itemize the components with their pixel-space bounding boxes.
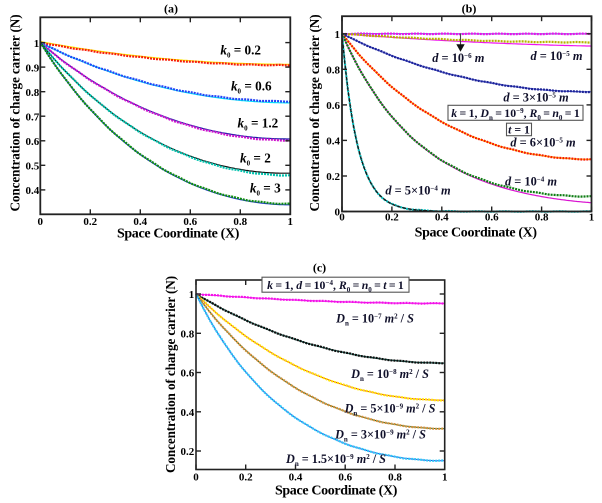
svg-text:0.2: 0.2 — [239, 472, 253, 484]
svg-text:(c): (c) — [313, 261, 326, 275]
svg-text:Dn = 10−7 m2 / S: Dn = 10−7 m2 / S — [335, 312, 414, 328]
svg-text:0.8: 0.8 — [388, 472, 402, 484]
svg-text:(b): (b) — [462, 2, 477, 16]
svg-text:1: 1 — [34, 38, 40, 50]
svg-text:1: 1 — [189, 289, 195, 301]
svg-text:0.4: 0.4 — [435, 212, 449, 224]
svg-text:0.5: 0.5 — [26, 161, 40, 173]
svg-text:0.6: 0.6 — [183, 216, 197, 228]
svg-text:0: 0 — [38, 216, 44, 228]
svg-text:0.6: 0.6 — [485, 212, 499, 224]
svg-text:Concentration of charge carrie: Concentration of charge carrier (N) — [307, 15, 322, 212]
svg-text:0.4: 0.4 — [26, 185, 40, 197]
svg-text:d = 5×10−4 m: d = 5×10−4 m — [385, 184, 451, 198]
svg-text:d = 10−4 m: d = 10−4 m — [505, 175, 557, 189]
svg-text:Space Coordinate (X): Space Coordinate (X) — [117, 226, 240, 241]
svg-text:k0 = 1.2: k0 = 1.2 — [238, 116, 279, 133]
svg-text:Concentration of charge carrie: Concentration of charge carrier (N) — [7, 15, 22, 212]
svg-text:Dn = 3×10−9 m2 / S: Dn = 3×10−9 m2 / S — [334, 428, 426, 444]
svg-text:1: 1 — [288, 216, 294, 228]
svg-text:0.7: 0.7 — [26, 112, 40, 124]
svg-text:d = 10−6 m: d = 10−6 m — [432, 51, 484, 65]
svg-text:k0 = 0.6: k0 = 0.6 — [231, 79, 272, 96]
svg-text:0: 0 — [339, 212, 345, 224]
svg-text:1: 1 — [589, 212, 595, 224]
svg-text:Space Coordinate (X): Space Coordinate (X) — [415, 225, 538, 240]
svg-text:d = 6×10−5 m: d = 6×10−5 m — [510, 136, 576, 150]
svg-text:0.8: 0.8 — [233, 216, 247, 228]
svg-text:Space Coordinate (X): Space Coordinate (X) — [275, 483, 398, 498]
svg-text:0.4: 0.4 — [289, 472, 303, 484]
svg-text:k = 1, Dn = 10−9, R0 = n0 = 1: k = 1, Dn = 10−9, R0 = n0 = 1 — [451, 106, 580, 122]
svg-text:0.9: 0.9 — [26, 62, 40, 74]
svg-text:0.8: 0.8 — [326, 65, 340, 77]
svg-text:0.2: 0.2 — [326, 171, 340, 183]
svg-text:k0 = 3: k0 = 3 — [250, 180, 281, 197]
svg-text:Dn = 5×10−9 m2 / S: Dn = 5×10−9 m2 / S — [344, 402, 436, 418]
svg-text:0: 0 — [193, 472, 199, 484]
svg-text:0.8: 0.8 — [26, 87, 40, 99]
svg-text:k = 1, d = 10−4, R0 = n0 = t =: k = 1, d = 10−4, R0 = n0 = t = 1 — [267, 278, 404, 294]
svg-text:0.8: 0.8 — [535, 212, 549, 224]
svg-text:Concentration of charge carrie: Concentration of charge carrier (N) — [163, 276, 178, 473]
svg-text:k0 = 2: k0 = 2 — [240, 150, 271, 167]
svg-text:0.2: 0.2 — [181, 446, 195, 458]
svg-text:d = 3×10−5 m: d = 3×10−5 m — [503, 91, 569, 105]
svg-text:k0 = 0.2: k0 = 0.2 — [220, 43, 261, 60]
svg-text:(a): (a) — [164, 1, 178, 15]
svg-text:0.6: 0.6 — [338, 472, 352, 484]
svg-text:0.8: 0.8 — [181, 329, 195, 341]
svg-text:0.2: 0.2 — [385, 212, 399, 224]
svg-text:Dn = 1.5×10−9 m2 / S: Dn = 1.5×10−9 m2 / S — [285, 452, 386, 468]
svg-text:0.6: 0.6 — [181, 368, 195, 380]
svg-text:0.4: 0.4 — [326, 136, 340, 148]
svg-text:0.6: 0.6 — [26, 136, 40, 148]
svg-text:0.2: 0.2 — [83, 216, 97, 228]
svg-text:1: 1 — [442, 472, 448, 484]
svg-text:Dn = 10−8 m2 / S: Dn = 10−8 m2 / S — [350, 367, 429, 383]
svg-text:t = 1: t = 1 — [508, 122, 530, 136]
svg-text:0: 0 — [335, 207, 341, 219]
svg-text:0.4: 0.4 — [181, 407, 195, 419]
svg-text:0.6: 0.6 — [326, 100, 340, 112]
svg-text:1: 1 — [335, 29, 341, 41]
svg-text:0.4: 0.4 — [133, 216, 147, 228]
svg-text:d = 10−5 m: d = 10−5 m — [530, 49, 582, 63]
